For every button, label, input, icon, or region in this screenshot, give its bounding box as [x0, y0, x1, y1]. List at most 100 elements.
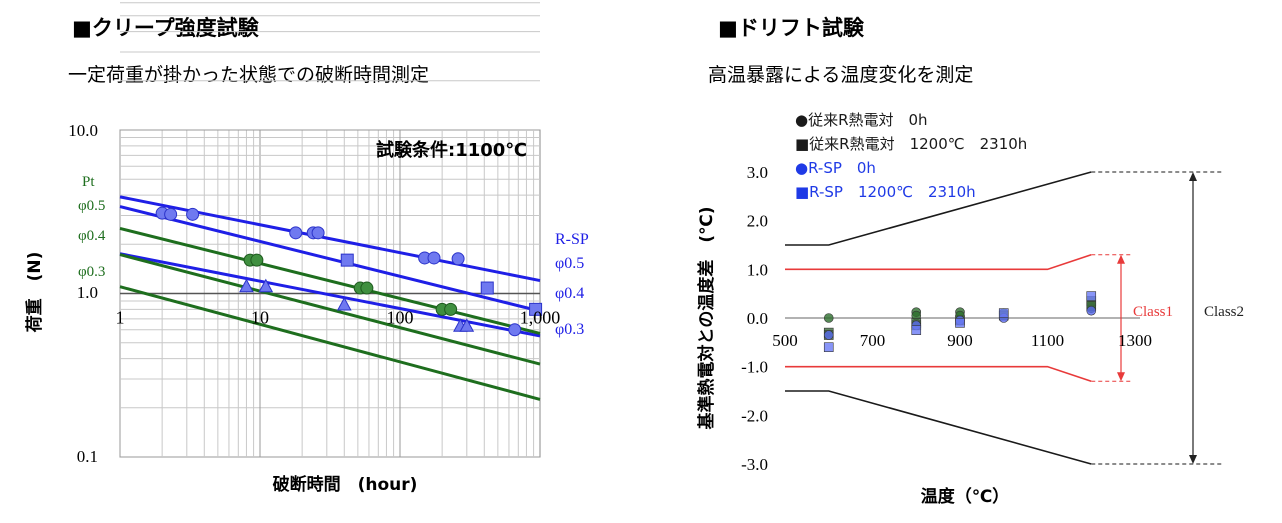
rsp-label: φ0.5 [555, 255, 584, 272]
rsp-circle-point [289, 226, 303, 240]
x-tick-label: 900 [947, 331, 973, 350]
x-tick-label: 700 [860, 331, 886, 350]
rsp-square-point [340, 253, 354, 267]
drift-square-point [823, 342, 834, 353]
x-tick-label: 500 [772, 331, 798, 350]
x-axis-label: 温度（℃） [921, 486, 1010, 507]
drift-square-point [911, 325, 922, 335]
pt-label: Pt [82, 174, 95, 190]
rsp-label: R-SP [555, 231, 589, 248]
creep-heading: ■クリープ強度試験 [72, 16, 259, 40]
drift-square-point [1086, 301, 1097, 311]
drift-square-point [955, 318, 965, 328]
rsp-circle-point [306, 226, 320, 240]
y-axis-label: 基準熱電対との温度差 (℃) [696, 207, 717, 431]
rsp-triangle-point [453, 318, 468, 332]
rsp-fit-line [119, 205, 541, 313]
y-tick-label: 0.1 [77, 447, 98, 466]
y-tick-label: -2.0 [741, 406, 768, 425]
plot-area [119, 129, 541, 458]
pt-label: φ0.5 [78, 198, 105, 214]
y-tick-label: -3.0 [741, 455, 768, 474]
drift-circle-point [823, 313, 834, 323]
pt-circle-point [435, 302, 449, 316]
test-condition-annotation: 試験条件:1100℃ [376, 139, 527, 161]
pt-circle-point [243, 253, 257, 267]
drift-square-point [998, 310, 1009, 321]
drift-circle-point [1086, 305, 1097, 316]
x-tick-label: 10 [251, 308, 269, 328]
drift-square-point [911, 320, 922, 331]
x-axis-label: 破断時間 (hour) [273, 474, 418, 495]
rsp-circle-point [508, 323, 522, 337]
x-tick-label: 1,000 [520, 308, 561, 328]
pt-fit-line [119, 253, 541, 366]
x-tick-label: 1100 [1031, 331, 1064, 350]
rsp-square-point [529, 302, 543, 316]
pt-circle-point [444, 302, 458, 316]
drift-circle-point [1086, 303, 1097, 314]
class1-arrowhead-up [1117, 254, 1125, 264]
legend-entry: ●R-SP 0h [795, 159, 876, 177]
y-tick-label: -1.0 [741, 358, 768, 377]
drift-square-point [1086, 291, 1097, 301]
y-tick-label: 1.0 [747, 260, 768, 279]
drift-square-point [955, 315, 965, 326]
rsp-fit-line [119, 252, 541, 338]
y-tick-label: 2.0 [747, 212, 768, 231]
rsp-circle-point [164, 207, 178, 221]
rsp-circle-point [451, 252, 465, 266]
x-tick-label: 100 [387, 308, 414, 328]
y-axis-label: 荷重 (N) [24, 252, 45, 333]
class2-lower-limit [785, 390, 1092, 465]
drift-circle-point [955, 315, 965, 326]
rsp-triangle-point [239, 278, 254, 293]
drift-square-point [998, 308, 1009, 318]
drift-circle-point [911, 310, 922, 321]
y-tick-label: 3.0 [747, 163, 768, 182]
rsp-circle-point [418, 251, 432, 265]
pt-label: φ0.3 [78, 264, 105, 280]
class1-upper-limit [785, 253, 1092, 271]
rsp-circle-point [427, 251, 441, 265]
rsp-fit-line [119, 195, 541, 283]
rsp-triangle-point [258, 278, 274, 293]
drift-circle-point [823, 330, 834, 340]
rsp-triangle-point [336, 296, 352, 311]
class2-arrowhead-up [1189, 172, 1197, 181]
rsp-label: φ0.3 [555, 321, 584, 338]
class2-upper-limit [785, 171, 1092, 246]
drift-heading: ■ドリフト試験 [718, 16, 864, 40]
y-tick-label: 1.0 [77, 283, 98, 302]
pt-fit-line [119, 226, 541, 335]
x-tick-label: 1 [116, 308, 125, 328]
rsp-circle-point [186, 207, 200, 221]
class2-arrowhead-down [1189, 455, 1197, 464]
class1-arrowhead-down [1117, 372, 1125, 382]
rsp-triangle-point [459, 318, 475, 332]
drift-circle-point [911, 307, 922, 317]
pt-circle-point [250, 253, 264, 267]
class1-lower-limit [785, 365, 1092, 383]
legend-entry: ■従来R熱電対 1200℃ 2310h [795, 135, 1027, 153]
drift-circle-point [998, 313, 1009, 323]
pt-circle-point [353, 281, 367, 295]
drift-subtitle: 高温暴露による温度変化を測定 [708, 64, 974, 86]
legend-entry: ■R-SP 1200℃ 2310h [795, 183, 976, 201]
legend-entry: ●従来R熱電対 0h [795, 111, 928, 129]
rsp-label: φ0.4 [555, 285, 584, 302]
y-tick-label: 0.0 [747, 309, 768, 328]
class2-label: Class2 [1204, 304, 1244, 320]
pt-fit-line [119, 285, 541, 401]
rsp-circle-point [311, 226, 325, 240]
drift-square-point [823, 327, 834, 338]
drift-square-point [823, 330, 834, 340]
drift-circle-point [955, 310, 965, 321]
class1-label: Class1 [1133, 304, 1173, 320]
rsp-square-point [480, 281, 494, 295]
drift-circle-point [1086, 301, 1097, 311]
pt-label: φ0.4 [78, 228, 106, 244]
pt-circle-point [360, 281, 374, 295]
drift-circle-point [911, 320, 922, 331]
drift-square-point [911, 318, 922, 328]
